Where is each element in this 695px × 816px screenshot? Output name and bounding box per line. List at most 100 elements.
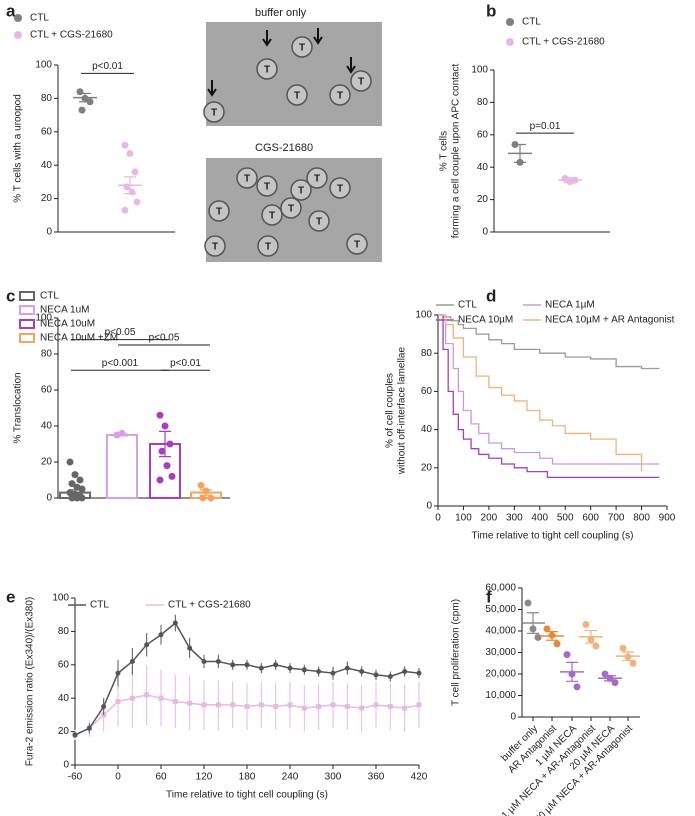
data-point (534, 633, 542, 641)
data-point (129, 695, 135, 701)
x-tick-label: 200 (481, 513, 498, 524)
cell (329, 177, 351, 199)
cell (291, 36, 313, 58)
cell (236, 167, 258, 189)
y-tick-label: 60 (41, 126, 53, 137)
data-point (201, 658, 207, 664)
data-point (207, 494, 215, 502)
data-point (215, 658, 221, 664)
data-point (416, 702, 422, 708)
data-point (316, 704, 322, 710)
data-point (373, 702, 379, 708)
x-tick-label: 400 (531, 513, 548, 524)
data-point (330, 670, 336, 676)
y-tick-label: 40 (58, 693, 70, 704)
significance-label: p<0.01 (92, 61, 123, 72)
y-tick-label: 80 (421, 348, 433, 359)
data-point (244, 662, 250, 668)
legend-label: CTL (458, 300, 477, 311)
x-tick-label: 300 (325, 772, 342, 783)
data-point (573, 683, 581, 691)
arrow (207, 80, 217, 97)
legend-marker (506, 38, 514, 46)
arrow (262, 30, 272, 47)
x-tick-label: 120 (196, 772, 213, 783)
x-tick-label: 900 (659, 513, 676, 524)
data-point (72, 732, 78, 738)
cell (203, 101, 225, 123)
y-tick-label: 60 (58, 659, 70, 670)
y-tick-label: 100 (52, 593, 69, 604)
error-bar (79, 92, 91, 103)
y-axis-label: % T cells with a uroopod (13, 94, 24, 203)
data-point (68, 480, 76, 488)
data-point (71, 471, 79, 479)
legend-label: NECA 10µM (458, 315, 513, 326)
data-point (316, 668, 322, 674)
data-point (553, 640, 561, 648)
x-tick-label: 240 (282, 772, 299, 783)
cell-label: T (354, 240, 360, 251)
y-tick-label: 20 (41, 457, 53, 468)
error-bar (200, 489, 212, 496)
cell (290, 179, 312, 201)
error-bar (566, 661, 578, 682)
error-bar (69, 489, 81, 496)
panel-letter: d (486, 286, 496, 305)
y-tick-label: 40 (41, 421, 53, 432)
legend-marker (19, 305, 35, 315)
data-point (121, 206, 129, 214)
x-axis-label: Time relative to tight cell coupling (s) (166, 790, 328, 801)
legend-marker (19, 291, 35, 301)
legend-marker (19, 319, 35, 329)
y-tick-label: 20 (421, 462, 433, 473)
data-point (273, 704, 279, 710)
error-bar (124, 176, 136, 195)
data-point (301, 705, 307, 711)
legend-label: CTL + CGS-21680 (168, 600, 251, 611)
data-point (258, 702, 264, 708)
cell-label: T (288, 204, 294, 215)
data-point (68, 494, 76, 502)
cell (256, 175, 278, 197)
cell (256, 58, 278, 80)
cell (261, 204, 283, 226)
cell-label: T (337, 184, 343, 195)
cell (308, 210, 330, 232)
cell-label: T (314, 174, 320, 185)
cell-label: T (358, 77, 364, 88)
cell (204, 235, 226, 257)
data-point (158, 632, 164, 638)
y-tick-label: 20 (41, 193, 53, 204)
data-point (131, 168, 139, 176)
y-tick-label: 0 (46, 493, 52, 504)
data-point (144, 642, 150, 648)
data-point (344, 704, 350, 710)
data-point (592, 642, 600, 650)
x-tick-label: 600 (582, 513, 599, 524)
legend-label: CTL (90, 600, 109, 611)
y-tick-label: 60 (41, 385, 53, 396)
error-bar (622, 651, 634, 662)
data-point (230, 702, 236, 708)
data-point (359, 705, 365, 711)
y-axis-label: T cell proliferation (cpm) (451, 599, 462, 706)
y-tick-label: 40 (477, 162, 489, 173)
panel-letter: c (6, 286, 15, 305)
x-axis-label: Time relative to tight cell coupling (s) (472, 531, 634, 542)
survival-line (438, 314, 660, 370)
legend-label: CTL + CGS-21680 (522, 37, 605, 48)
data-point (301, 667, 307, 673)
y-tick-label: 40,000 (485, 626, 516, 637)
data-point (158, 447, 166, 455)
y-tick-label: 30,000 (485, 647, 516, 658)
legend-label: CTL + CGS-21680 (30, 30, 113, 41)
data-point (524, 599, 532, 607)
cell-label: T (264, 65, 270, 76)
legend-label: NECA 10µM + AR Antagonist (545, 315, 675, 326)
data-point (115, 670, 121, 676)
cell-label: T (211, 108, 217, 119)
y-tick-label: 0 (46, 227, 52, 238)
error-bar (585, 629, 597, 644)
